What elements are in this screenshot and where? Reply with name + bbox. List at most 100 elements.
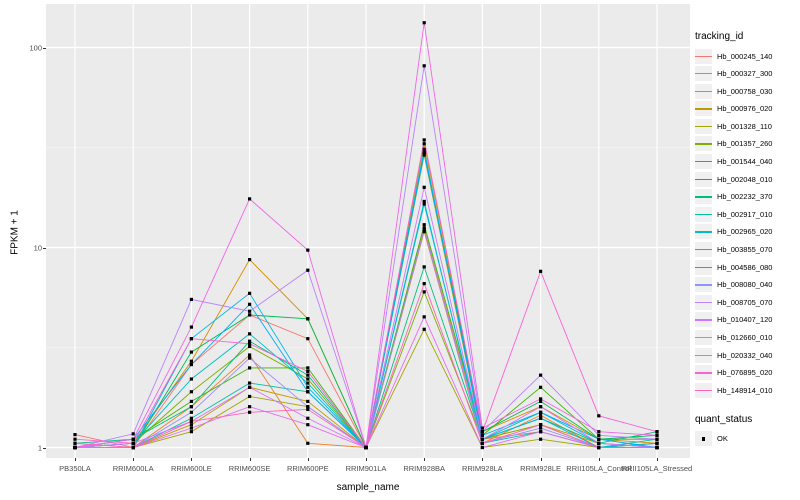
data-point	[422, 147, 426, 151]
legend-item: Hb_001328_110	[695, 118, 798, 134]
data-point	[189, 426, 193, 430]
legend-key-point-icon	[695, 431, 712, 447]
legend-item-label: Hb_002048_010	[717, 174, 773, 184]
black-point-icon	[702, 437, 706, 441]
x-tick-label: RRIM928BA	[403, 464, 446, 473]
legend-key-line-icon	[695, 330, 712, 345]
data-point	[248, 385, 252, 389]
legend-key-color	[695, 196, 712, 198]
data-point	[539, 413, 543, 417]
data-point	[422, 281, 426, 286]
x-tick-label: RRIM600LE	[170, 464, 212, 473]
data-point	[189, 350, 193, 354]
data-point	[655, 437, 659, 441]
legend-key-line-icon	[695, 206, 712, 222]
legend-gap	[695, 400, 798, 414]
legend-item: Hb_008705_070	[695, 294, 798, 310]
data-point	[655, 430, 659, 434]
data-point	[189, 423, 193, 427]
legend-item-label: Hb_008705_070	[717, 297, 773, 307]
x-tick	[598, 458, 600, 461]
y-tick-label: 10	[33, 243, 42, 252]
data-point	[597, 433, 601, 437]
data-point	[306, 268, 310, 272]
data-point	[189, 416, 193, 420]
legend-item: Hb_004586_080	[695, 259, 798, 275]
data-point	[655, 441, 659, 445]
data-point	[248, 381, 252, 385]
data-point	[306, 366, 310, 370]
data-point	[422, 199, 426, 204]
data-point	[131, 432, 135, 436]
legend: tracking_id Hb_000245_140 Hb_000327_300 Hb…	[695, 31, 798, 448]
data-point	[189, 325, 193, 329]
data-point	[248, 302, 252, 306]
legend-key-color	[695, 337, 712, 339]
legend-item: Hb_000758_030	[695, 83, 798, 99]
y-tick	[43, 247, 46, 249]
legend-items-quant-status: OK	[695, 431, 798, 447]
legend-item-label: Hb_000327_300	[717, 69, 773, 79]
legend-item-label: Hb_010407_120	[717, 315, 773, 325]
data-point	[306, 377, 310, 381]
data-point	[422, 142, 426, 146]
legend-key-line-icon	[695, 66, 712, 82]
data-point	[306, 248, 310, 252]
data-point	[189, 419, 193, 424]
legend-key-line-icon	[695, 294, 712, 310]
legend-key-line-icon	[695, 154, 712, 170]
data-point	[539, 405, 543, 409]
data-point	[480, 430, 484, 434]
data-point	[422, 138, 426, 142]
data-point	[539, 426, 543, 430]
legend-item-label: Hb_020332_040	[717, 350, 773, 360]
data-point	[306, 337, 310, 341]
data-point	[422, 327, 426, 331]
x-tick-label: RRIM600SE	[228, 464, 271, 473]
data-point	[597, 430, 601, 434]
legend-key-line-icon	[695, 136, 712, 152]
x-tick	[424, 458, 426, 461]
legend-item: Hb_000976_020	[695, 101, 798, 117]
legend-key-line-icon	[695, 83, 712, 99]
data-point	[248, 394, 252, 399]
legend-item-label: Hb_148914_010	[717, 385, 773, 395]
legend-key-color	[695, 284, 712, 286]
data-point	[539, 399, 543, 404]
data-point	[73, 445, 77, 450]
x-tick-label: RRIM600PE	[286, 464, 329, 473]
data-point	[422, 230, 426, 234]
data-point	[306, 416, 310, 420]
legend-item: Hb_000327_300	[695, 66, 798, 82]
legend-item-label: Hb_003855_070	[717, 245, 773, 255]
data-point	[73, 437, 77, 441]
legend-key-color	[695, 266, 712, 269]
y-tick	[43, 447, 46, 449]
y-tick	[43, 47, 46, 49]
legend-key-color	[695, 178, 712, 181]
data-point	[480, 437, 484, 441]
legend-key-color	[695, 372, 712, 374]
data-point	[539, 430, 543, 434]
legend-item-label: Hb_076895_020	[717, 368, 773, 378]
data-point	[539, 410, 543, 414]
legend-item: Hb_002917_010	[695, 206, 798, 222]
legend-item: Hb_003855_070	[695, 242, 798, 258]
x-tick-label: RRIM928LA	[461, 464, 503, 473]
legend-item-label: Hb_012660_010	[717, 333, 773, 342]
x-tick-label: RRII105LA_Control	[566, 464, 632, 473]
data-point	[480, 445, 484, 450]
data-point	[189, 377, 193, 381]
legend-key-line-icon	[695, 365, 712, 381]
x-tick	[191, 458, 193, 461]
data-point	[306, 381, 310, 385]
legend-item: Hb_002965_020	[695, 224, 798, 240]
legend-item: Hb_020332_040	[695, 347, 798, 363]
data-point	[306, 441, 310, 445]
legend-key-line-icon	[695, 171, 712, 187]
legend-item: Hb_008080_040	[695, 277, 798, 293]
legend-item: Hb_001357_260	[695, 136, 798, 152]
data-point	[131, 445, 135, 450]
data-point	[248, 332, 252, 336]
